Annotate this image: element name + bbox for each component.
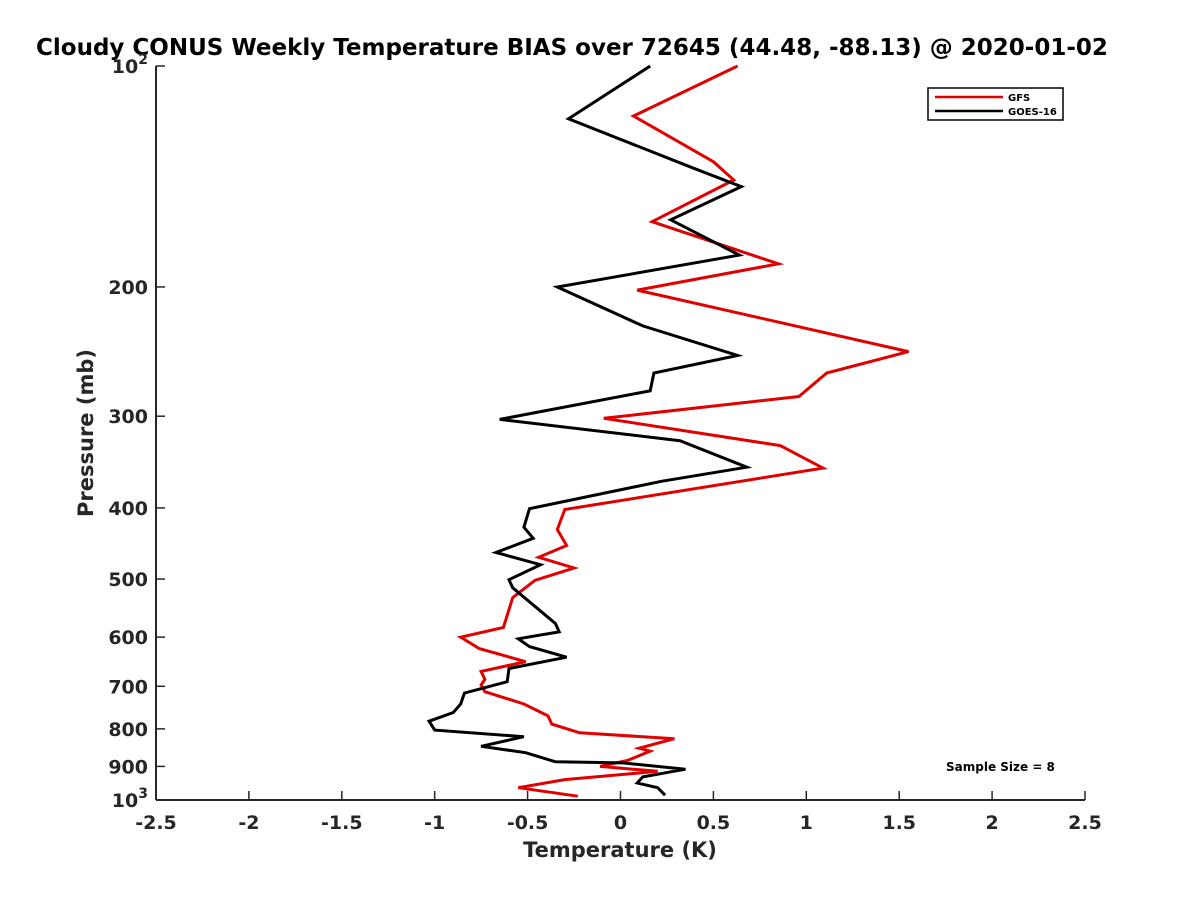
y-tick-label: 102 — [112, 52, 148, 78]
y-axis-label: Pressure (mb) — [74, 349, 98, 517]
legend-box — [927, 87, 1064, 121]
series-line-goes16 — [426, 64, 753, 797]
series-line-gfs — [456, 64, 909, 798]
y-tick-label: 200 — [108, 277, 148, 299]
x-tick-label: 0.5 — [697, 812, 731, 834]
legend: GFS GOES-16 — [927, 87, 1064, 121]
sample-size-annotation: Sample Size = 8 — [946, 760, 1055, 774]
x-tick-label: 2.5 — [1068, 812, 1102, 834]
axis-layer: -2.5 -2 -1.5 -1 -0.5 0 0.5 1 1.5 2 2.5 102 200 300 400… — [108, 52, 1102, 834]
x-tick-label: -1.5 — [321, 812, 363, 834]
x-tick-label: 2 — [985, 812, 998, 834]
y-tick-label: 300 — [108, 406, 148, 428]
y-tick-label: 900 — [108, 756, 148, 778]
legend-label-goes16: GOES-16 — [1008, 107, 1057, 118]
x-tick-label: 1.5 — [882, 812, 916, 834]
x-tick-label: -2 — [238, 812, 259, 834]
x-tick-label: -1 — [424, 812, 445, 834]
y-tick-label: 800 — [108, 719, 148, 741]
x-tick-label: -0.5 — [507, 812, 549, 834]
y-tick-label: 400 — [108, 498, 148, 520]
x-tick-label: -2.5 — [135, 812, 177, 834]
legend-label-gfs: GFS — [1008, 93, 1030, 104]
y-tick-label: 500 — [108, 569, 148, 591]
x-tick-label: 1 — [800, 812, 813, 834]
y-tick-label: 600 — [108, 627, 148, 649]
y-tick-label: 103 — [112, 786, 148, 812]
y-tick-label: 700 — [108, 676, 148, 698]
x-axis-label: Temperature (K) — [523, 838, 717, 862]
x-tick-label: 0 — [614, 812, 627, 834]
series-layer — [426, 64, 909, 798]
chart-title: Cloudy CONUS Weekly Temperature BIAS ove… — [36, 35, 1108, 61]
